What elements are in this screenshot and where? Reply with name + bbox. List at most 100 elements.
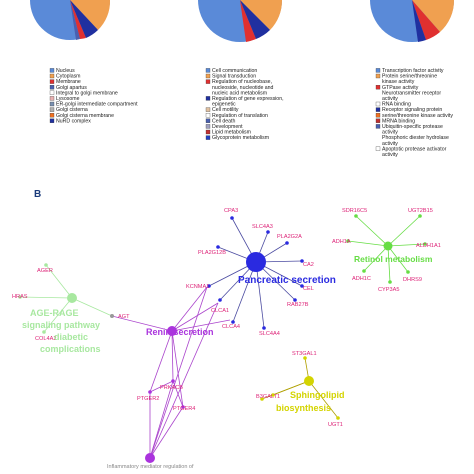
gene-label: SDR16C5 (342, 208, 367, 214)
pie-chart-biological-process (198, 0, 283, 42)
hub-label-sphingo-1: Sphingolipid (290, 390, 345, 400)
legend-label: Neurotransmitter receptor (382, 90, 441, 96)
network-gene-nodes (18, 214, 427, 420)
gene-label: KCNMA1 (186, 284, 209, 290)
legend-label: Regulation of translation (212, 113, 268, 119)
hub-age-rage (67, 293, 77, 303)
hub-labels: Pancreatic secretion Retinol metabolism … (22, 254, 433, 470)
legend-label: Receptor signaling protein (382, 107, 442, 113)
legend-label: Golgi apartus (56, 85, 87, 91)
legend-label: serine/threonine kinase activity (382, 113, 453, 119)
hub-label-age-1: AGE-RAGE (30, 308, 79, 318)
legend-label: Signal transduction (212, 74, 256, 80)
legend-label: Glycoprotein metabolism (212, 135, 269, 141)
legend-swatch (205, 124, 211, 129)
legend-swatch (205, 107, 211, 112)
hub-label-inflammatory: Inflammatory mediator regulation of (107, 464, 194, 470)
legend-label: Ubiquitin-specific protease (382, 124, 443, 130)
legend-label: Membrane (56, 79, 81, 85)
gene-label: AGER (37, 268, 53, 274)
legend-label: epigenetic (212, 102, 236, 108)
legend-label: Regulation of nucleobase, (212, 79, 272, 85)
legend-label: Transcription factor activity (382, 68, 444, 74)
legend-label: Protein serine/threonine (382, 74, 437, 80)
legend-label: NuRD complex (56, 118, 91, 124)
legend-label: Cell motility (212, 107, 239, 113)
gene-label: AGT (118, 314, 130, 320)
legend-label: Lipid metabolism (212, 130, 251, 136)
legend-swatch (205, 96, 211, 101)
hub-label-pancreatic: Pancreatic secretion (238, 275, 336, 286)
legend-swatch (49, 101, 55, 107)
gene-label: CEL (303, 286, 314, 292)
hub-label-renin: Renin secretion (146, 327, 214, 337)
legend-label: ER-golgi intermediate compartment (56, 102, 138, 108)
legend-swatch (205, 79, 211, 84)
gene-label: CPA3 (224, 208, 238, 214)
gene-label: SLC4A4 (259, 331, 280, 337)
legend-label: Apoptotic protease activator (382, 146, 447, 152)
gene-label: DHRS9 (403, 277, 422, 283)
legend-label: nucleoside, nucleotide and (212, 85, 274, 91)
legend-swatch (375, 107, 381, 112)
panel-b-label: B (34, 189, 41, 200)
gene-label: UGT2B15 (408, 208, 433, 214)
legend-label: Regulation of gene expression, (212, 96, 284, 102)
legend-label: Integral to golgi membrane (56, 90, 118, 96)
legend-swatch (375, 85, 381, 90)
gene-label: ADH1C (352, 276, 371, 282)
legend-label: Phosphoric diester hydrolase (382, 135, 449, 141)
legend-label: kinase activity (382, 79, 415, 85)
hub-pancreatic-secretion (246, 252, 266, 272)
legend-swatch (49, 113, 55, 118)
gene-label: PTGER4 (173, 406, 195, 412)
legend-label: Golgi cisterna (56, 107, 88, 113)
hub-label-age-4: complications (40, 344, 101, 354)
legend-label: RNA binding (382, 102, 411, 108)
gene-label: B3GALT1 (256, 394, 280, 400)
gene-label: COL4A2 (35, 336, 56, 342)
legend-swatch (375, 113, 381, 118)
legend-label: nucleic acid metabolism (212, 90, 267, 96)
gene-labels: CPA3 SLC4A3 PLA2G2A CA2 PLA2G12B CEL KCN… (12, 208, 441, 428)
legend-swatch (375, 101, 381, 107)
hub-renin-secretion (167, 326, 177, 336)
hub-label-sphingo-2: biosynthesis (276, 403, 331, 413)
legend-label: MRNA binding (382, 118, 415, 124)
legend-swatch (205, 118, 211, 123)
legend-label: Development (212, 124, 243, 130)
legend-swatch (205, 73, 211, 79)
hub-retinol-metabolism (383, 241, 393, 251)
legend-label: activity (382, 152, 398, 158)
legend-swatch (375, 73, 381, 79)
gene-label: CA2 (303, 262, 314, 268)
legend-swatch (49, 85, 55, 90)
legend-label: GTPase activity (382, 85, 419, 91)
legend-swatch (49, 90, 55, 95)
gene-label: ALDH1A1 (416, 243, 441, 249)
hub-label-age-2: signaling pathway (22, 320, 100, 330)
legend-swatch (205, 129, 211, 135)
gene-label: HRAS (12, 294, 28, 300)
legend-swatch (205, 135, 211, 140)
legend-swatch (49, 68, 55, 73)
pie-chart-cellular-component (30, 0, 111, 40)
legend-label: activity (382, 96, 398, 102)
network-edges (19, 215, 426, 459)
gene-label: ADH1A (332, 239, 351, 245)
network-hub-nodes (67, 241, 393, 463)
legend-swatch (49, 107, 55, 112)
legend-swatch (375, 118, 381, 123)
legend-swatch (375, 68, 381, 73)
gene-label: RAB27B (287, 302, 309, 308)
gene-label: PLA2G2A (277, 234, 302, 240)
legend-label: activity (382, 130, 398, 136)
gene-label: CYP3A5 (378, 287, 399, 293)
legend-label: Golgi cisterna membrane (56, 113, 114, 119)
gene-label: CLCA1 (211, 308, 229, 314)
hub-inflammatory-mediator (145, 453, 155, 463)
